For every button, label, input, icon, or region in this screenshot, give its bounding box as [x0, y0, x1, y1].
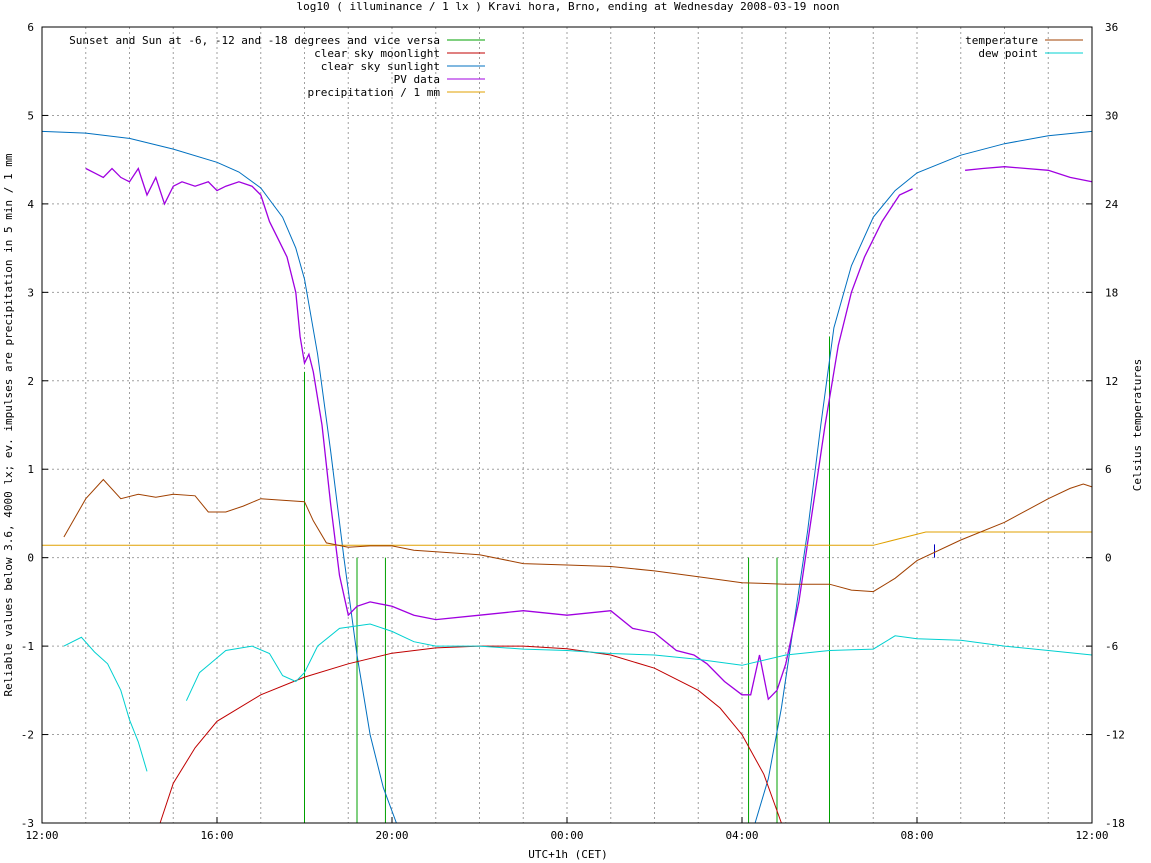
y-axis-label: Reliable values below 3.6, 4000 lx; ev. … — [2, 153, 15, 696]
x-tick-label: 08:00 — [900, 829, 933, 842]
plot-series — [41, 130, 1093, 824]
legend-label: clear sky moonlight — [314, 47, 440, 60]
dew-point-line — [185, 623, 1093, 701]
y2-tick-label: 36 — [1105, 21, 1118, 34]
legend-label: Sunset and Sun at -6, -12 and -18 degree… — [69, 34, 440, 47]
legend: Sunset and Sun at -6, -12 and -18 degree… — [69, 34, 1083, 99]
legend-label: temperature — [965, 34, 1038, 47]
y-tick-label: 6 — [27, 21, 34, 34]
y2-tick-label: -18 — [1105, 817, 1125, 830]
y-tick-label: -3 — [21, 817, 34, 830]
x-tick-label: 00:00 — [550, 829, 583, 842]
y2-tick-label: 24 — [1105, 198, 1119, 211]
y-tick-label: 1 — [27, 463, 34, 476]
legend-label: precipitation / 1 mm — [308, 86, 441, 99]
y-tick-label: 3 — [27, 286, 34, 299]
x-tick-label: 04:00 — [725, 829, 758, 842]
y-tick-label: 4 — [27, 198, 34, 211]
y2-tick-label: 6 — [1105, 463, 1112, 476]
x-tick-label: 12:00 — [1075, 829, 1108, 842]
precipitation-1-mm-line — [42, 531, 1092, 546]
y-tick-label: 0 — [27, 552, 34, 565]
pv-data-line — [965, 166, 1093, 183]
y2-tick-label: -12 — [1105, 729, 1125, 742]
legend-label: PV data — [394, 73, 440, 86]
grid-lines — [42, 27, 1092, 823]
y2-tick-label: -6 — [1105, 640, 1118, 653]
y2-tick-label: 0 — [1105, 552, 1112, 565]
legend-label: dew point — [978, 47, 1038, 60]
x-tick-label: 12:00 — [25, 829, 58, 842]
x-tick-label: 16:00 — [200, 829, 233, 842]
clear-sky-sunlight-line — [41, 130, 397, 824]
y-tick-label: 2 — [27, 375, 34, 388]
y-tick-label: -1 — [21, 640, 34, 653]
x-tick-label: 20:00 — [375, 829, 408, 842]
pv-data-line — [85, 167, 913, 701]
y-tick-label: -2 — [21, 729, 34, 742]
temperature-line — [63, 478, 1093, 593]
y-tick-label: 5 — [27, 109, 34, 122]
y2-tick-label: 12 — [1105, 375, 1118, 388]
y2-tick-label: 30 — [1105, 109, 1118, 122]
clear-sky-sunlight-line — [754, 130, 1093, 824]
legend-label: clear sky sunlight — [321, 60, 440, 73]
y2-axis-label: Celsius temperatures — [1131, 359, 1144, 491]
x-axis-label: UTC+1h (CET) — [528, 848, 607, 861]
chart-title: log10 ( illuminance / 1 lx ) Kravi hora,… — [296, 0, 839, 13]
dew-point-line — [63, 636, 148, 772]
y2-tick-label: 18 — [1105, 286, 1118, 299]
